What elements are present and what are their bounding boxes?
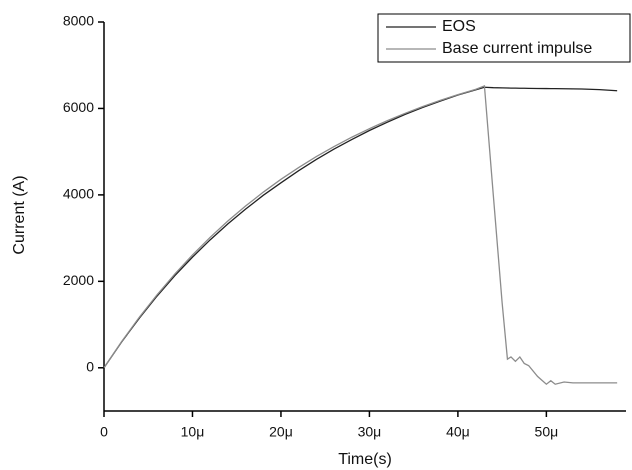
y-tick-label: 6000: [63, 99, 94, 115]
y-axis-title: Current (A): [11, 175, 28, 254]
legend-label: EOS: [442, 18, 476, 35]
series-line: [103, 86, 618, 369]
x-axis-title: Time(s): [338, 451, 392, 468]
x-tick-label: 20μ: [269, 424, 293, 440]
legend-box: [377, 13, 631, 63]
x-tick-label: 40μ: [446, 424, 470, 440]
x-tick-label: 50μ: [535, 424, 559, 440]
y-tick-label: 4000: [63, 186, 94, 202]
legend-label: Base current impulse: [442, 40, 592, 57]
x-tick-label: 0: [100, 424, 108, 440]
y-tick-label: 0: [86, 358, 94, 374]
x-tick-label: 30μ: [358, 424, 382, 440]
series-line: [103, 85, 618, 386]
x-tick-label: 10μ: [181, 424, 205, 440]
y-tick-label: 8000: [63, 13, 94, 29]
y-tick-label: 2000: [63, 272, 94, 288]
